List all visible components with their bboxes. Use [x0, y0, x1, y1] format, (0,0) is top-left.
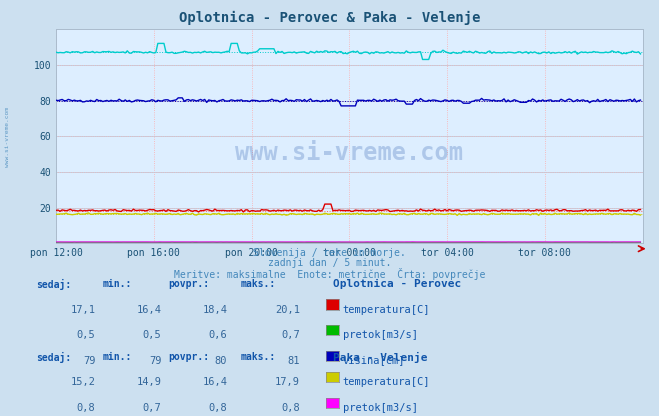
Text: min.:: min.:: [102, 352, 132, 362]
Text: Slovenija / reke in morje.: Slovenija / reke in morje.: [253, 248, 406, 258]
Text: www.si-vreme.com: www.si-vreme.com: [5, 107, 11, 167]
Text: zadnji dan / 5 minut.: zadnji dan / 5 minut.: [268, 258, 391, 268]
Text: Meritve: maksimalne  Enote: metrične  Črta: povprečje: Meritve: maksimalne Enote: metrične Črta…: [174, 268, 485, 280]
Text: 16,4: 16,4: [202, 377, 227, 387]
Text: sedaj:: sedaj:: [36, 352, 71, 363]
Text: 16,4: 16,4: [136, 305, 161, 314]
Text: temperatura[C]: temperatura[C]: [343, 305, 430, 314]
Text: višina[cm]: višina[cm]: [343, 356, 405, 366]
Text: 81: 81: [287, 356, 300, 366]
Text: 17,1: 17,1: [71, 305, 96, 314]
Text: 0,8: 0,8: [77, 403, 96, 413]
Text: temperatura[C]: temperatura[C]: [343, 377, 430, 387]
Text: 79: 79: [83, 356, 96, 366]
Text: 0,8: 0,8: [281, 403, 300, 413]
Text: 0,7: 0,7: [143, 403, 161, 413]
Text: Paka - Velenje: Paka - Velenje: [333, 352, 427, 363]
Text: 0,5: 0,5: [77, 330, 96, 340]
Text: 15,2: 15,2: [71, 377, 96, 387]
Text: 20,1: 20,1: [275, 305, 300, 314]
Text: www.si-vreme.com: www.si-vreme.com: [235, 141, 463, 166]
Text: 17,9: 17,9: [275, 377, 300, 387]
Text: 80: 80: [215, 356, 227, 366]
Text: maks.:: maks.:: [241, 352, 275, 362]
Text: Oplotnica - Perovec & Paka - Velenje: Oplotnica - Perovec & Paka - Velenje: [179, 10, 480, 25]
Text: min.:: min.:: [102, 279, 132, 289]
Text: povpr.:: povpr.:: [168, 352, 209, 362]
Text: Oplotnica - Perovec: Oplotnica - Perovec: [333, 279, 461, 289]
Text: 0,5: 0,5: [143, 330, 161, 340]
Text: sedaj:: sedaj:: [36, 279, 71, 290]
Text: 0,8: 0,8: [209, 403, 227, 413]
Text: 0,7: 0,7: [281, 330, 300, 340]
Text: 79: 79: [149, 356, 161, 366]
Text: povpr.:: povpr.:: [168, 279, 209, 289]
Text: 0,6: 0,6: [209, 330, 227, 340]
Text: 18,4: 18,4: [202, 305, 227, 314]
Text: pretok[m3/s]: pretok[m3/s]: [343, 403, 418, 413]
Text: pretok[m3/s]: pretok[m3/s]: [343, 330, 418, 340]
Text: maks.:: maks.:: [241, 279, 275, 289]
Text: 14,9: 14,9: [136, 377, 161, 387]
